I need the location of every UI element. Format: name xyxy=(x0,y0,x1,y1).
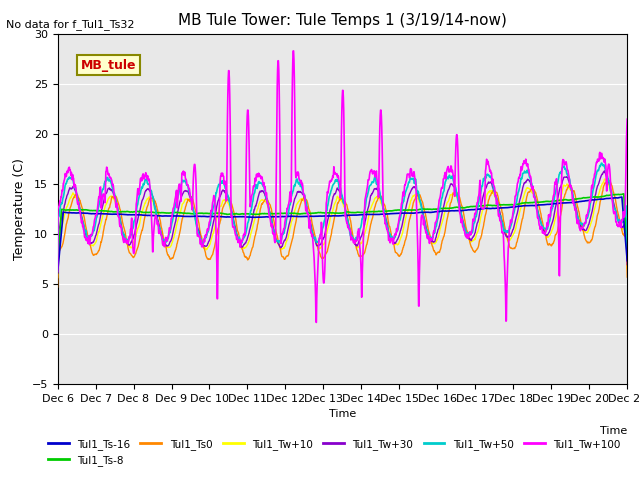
Tul1_Tw+50 xyxy=(98,190,106,195)
Line: Tul1_Tw+100: Tul1_Tw+100 xyxy=(58,51,627,323)
Tul1_Ts-8 xyxy=(620,191,627,197)
Tul1_Tw+100 xyxy=(318,240,326,246)
Y-axis label: Temperature (C): Temperature (C) xyxy=(13,158,26,260)
Tul1_Tw+10 xyxy=(54,275,61,280)
Tul1_Tw+10 xyxy=(378,201,385,207)
Tul1_Tw+100 xyxy=(296,177,303,182)
Tul1_Ts0 xyxy=(317,254,325,260)
Tul1_Tw+50 xyxy=(317,231,325,237)
Tul1_Tw+10 xyxy=(317,244,325,250)
Tul1_Tw+100 xyxy=(54,269,61,275)
Text: Time: Time xyxy=(600,426,627,436)
Line: Tul1_Ts-8: Tul1_Ts-8 xyxy=(58,194,627,271)
Line: Tul1_Ts-16: Tul1_Ts-16 xyxy=(58,197,627,273)
Tul1_Ts-16 xyxy=(378,211,385,217)
Tul1_Ts-16 xyxy=(618,194,626,200)
Tul1_Ts0 xyxy=(307,214,315,220)
Tul1_Ts-8 xyxy=(623,253,631,259)
Tul1_Tw+100 xyxy=(379,164,387,170)
Tul1_Tw+100 xyxy=(308,230,316,236)
Tul1_Ts-16 xyxy=(98,211,106,216)
Tul1_Tw+100 xyxy=(121,236,129,241)
Tul1_Tw+50 xyxy=(121,235,129,240)
Line: Tul1_Ts0: Tul1_Ts0 xyxy=(58,180,627,287)
Text: No data for f_Tul1_Ts32: No data for f_Tul1_Ts32 xyxy=(6,19,135,30)
Tul1_Tw+50 xyxy=(296,180,303,185)
Tul1_Tw+30 xyxy=(98,207,106,213)
Tul1_Ts0 xyxy=(98,238,106,244)
Tul1_Tw+30 xyxy=(307,222,315,228)
Tul1_Ts-8 xyxy=(378,208,385,214)
Line: Tul1_Tw+10: Tul1_Tw+10 xyxy=(58,179,627,277)
Text: MB_tule: MB_tule xyxy=(81,59,136,72)
Tul1_Ts-16 xyxy=(121,212,129,217)
Tul1_Ts-8 xyxy=(98,208,106,214)
Tul1_Ts-16 xyxy=(54,270,61,276)
Tul1_Ts0 xyxy=(623,274,631,280)
Tul1_Ts-8 xyxy=(307,211,315,216)
Tul1_Tw+10 xyxy=(623,266,631,272)
Tul1_Tw+10 xyxy=(307,223,315,229)
Legend: Tul1_Ts-16, Tul1_Ts-8, Tul1_Ts0, Tul1_Tw+10, Tul1_Tw+30, Tul1_Tw+50, Tul1_Tw+100: Tul1_Ts-16, Tul1_Ts-8, Tul1_Ts0, Tul1_Tw… xyxy=(44,434,625,470)
Tul1_Tw+50 xyxy=(307,227,315,232)
Tul1_Tw+50 xyxy=(598,160,605,166)
Tul1_Ts-8 xyxy=(121,209,129,215)
Tul1_Ts-16 xyxy=(296,214,303,219)
Tul1_Tw+10 xyxy=(296,198,303,204)
Tul1_Ts-8 xyxy=(54,268,61,274)
Tul1_Tw+10 xyxy=(98,218,106,224)
Tul1_Tw+50 xyxy=(378,198,385,204)
Tul1_Tw+50 xyxy=(54,254,61,260)
Tul1_Ts0 xyxy=(54,284,61,290)
Tul1_Ts-8 xyxy=(296,211,303,217)
Tul1_Tw+50 xyxy=(623,245,631,251)
Tul1_Ts-16 xyxy=(623,258,631,264)
Tul1_Tw+30 xyxy=(378,197,385,203)
Tul1_Tw+100 xyxy=(98,201,106,206)
Tul1_Ts-16 xyxy=(317,213,325,219)
Tul1_Tw+100 xyxy=(290,48,298,54)
Tul1_Tw+30 xyxy=(623,262,631,267)
Tul1_Tw+30 xyxy=(296,190,303,195)
Tul1_Tw+30 xyxy=(54,269,61,275)
Tul1_Ts0 xyxy=(296,205,303,211)
Tul1_Ts0 xyxy=(378,194,385,200)
Tul1_Tw+10 xyxy=(121,234,129,240)
Tul1_Tw+100 xyxy=(623,116,631,122)
Tul1_Ts-16 xyxy=(307,214,315,219)
Tul1_Tw+30 xyxy=(317,240,325,246)
Title: MB Tule Tower: Tule Temps 1 (3/19/14-now): MB Tule Tower: Tule Temps 1 (3/19/14-now… xyxy=(178,13,507,28)
Tul1_Ts0 xyxy=(121,228,129,234)
Tul1_Ts-8 xyxy=(317,210,325,216)
Line: Tul1_Tw+50: Tul1_Tw+50 xyxy=(58,163,627,257)
Tul1_Tw+30 xyxy=(600,168,608,174)
Tul1_Tw+100 xyxy=(312,320,320,325)
Tul1_Tw+30 xyxy=(121,237,129,242)
Tul1_Tw+10 xyxy=(602,176,609,182)
X-axis label: Time: Time xyxy=(329,409,356,419)
Tul1_Ts0 xyxy=(605,178,613,183)
Line: Tul1_Tw+30: Tul1_Tw+30 xyxy=(58,171,627,272)
